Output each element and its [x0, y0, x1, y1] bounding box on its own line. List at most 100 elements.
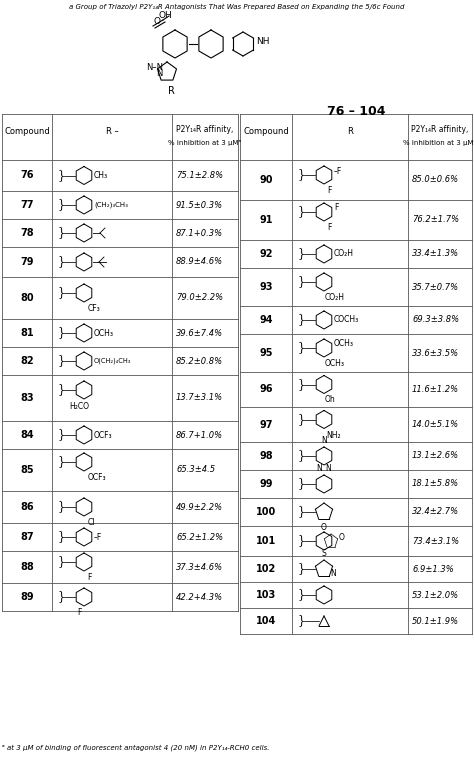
Text: }: } — [298, 206, 305, 219]
Text: OCF₃: OCF₃ — [94, 431, 113, 440]
Text: 76 – 104: 76 – 104 — [327, 105, 385, 118]
Text: 103: 103 — [256, 590, 276, 600]
Text: }: } — [58, 501, 65, 514]
Text: 76: 76 — [20, 171, 34, 181]
Text: % inhibition at 3 μMᵃ: % inhibition at 3 μMᵃ — [403, 140, 474, 146]
Text: 37.3±4.6%: 37.3±4.6% — [176, 562, 223, 572]
Text: N: N — [330, 569, 336, 578]
Text: }: } — [58, 456, 65, 469]
Text: 94: 94 — [259, 315, 273, 325]
Text: 84: 84 — [20, 430, 34, 440]
Text: 85: 85 — [20, 465, 34, 475]
Text: CF₃: CF₃ — [88, 304, 100, 313]
Text: ᵃ at 3 μM of binding of fluorescent antagonist 4 (20 nM) in P2Y₁₄-RCH0 cells.: ᵃ at 3 μM of binding of fluorescent anta… — [2, 744, 270, 751]
Text: H₂CO: H₂CO — [70, 402, 90, 411]
Text: F: F — [334, 203, 338, 213]
Text: }: } — [298, 378, 305, 391]
Text: a Group of Triazolyl P2Y₁₄R Antagonists That Was Prepared Based on Expanding the: a Group of Triazolyl P2Y₁₄R Antagonists … — [69, 4, 405, 10]
Text: }: } — [298, 478, 305, 491]
Text: 87.1+0.3%: 87.1+0.3% — [176, 229, 223, 238]
Text: OCH₃: OCH₃ — [334, 340, 354, 348]
Text: 18.1±5.8%: 18.1±5.8% — [412, 479, 459, 488]
Text: }: } — [298, 588, 305, 601]
Text: 91: 91 — [259, 215, 273, 225]
Text: 50.1±1.9%: 50.1±1.9% — [412, 616, 459, 626]
Text: R: R — [168, 86, 174, 96]
Text: }: } — [58, 198, 65, 212]
Text: 32.4±2.7%: 32.4±2.7% — [412, 507, 459, 517]
Text: OCF₃: OCF₃ — [88, 473, 106, 482]
Text: Cl: Cl — [88, 518, 95, 527]
Text: 65.2±1.2%: 65.2±1.2% — [176, 533, 223, 542]
Text: 75.1±2.8%: 75.1±2.8% — [176, 171, 223, 180]
Text: 97: 97 — [259, 420, 273, 430]
Text: 13.1±2.6%: 13.1±2.6% — [412, 452, 459, 460]
Text: P2Y₁₄R affinity,: P2Y₁₄R affinity, — [176, 124, 234, 133]
Text: F: F — [88, 573, 92, 582]
Text: F: F — [77, 608, 82, 617]
Text: 95: 95 — [259, 348, 273, 358]
Text: S: S — [322, 549, 327, 558]
Text: Compound: Compound — [4, 126, 50, 136]
Text: }: } — [58, 169, 65, 182]
Text: }: } — [298, 276, 305, 289]
Text: OH: OH — [158, 11, 172, 21]
Text: 85.2±0.8%: 85.2±0.8% — [176, 357, 223, 366]
Text: }: } — [58, 555, 65, 568]
Text: }: } — [58, 326, 65, 340]
Text: }: } — [298, 614, 305, 627]
Text: CH₃: CH₃ — [94, 171, 108, 180]
Text: }: } — [298, 341, 305, 354]
Text: 101: 101 — [256, 536, 276, 546]
Text: 79.0±2.2%: 79.0±2.2% — [176, 293, 223, 303]
Text: –F: –F — [94, 533, 102, 542]
Text: 82: 82 — [20, 356, 34, 366]
Text: N: N — [321, 436, 327, 445]
Text: 35.7±0.7%: 35.7±0.7% — [412, 283, 459, 292]
Text: 49.9±2.2%: 49.9±2.2% — [176, 502, 223, 511]
Text: CO₂H: CO₂H — [325, 293, 345, 302]
Text: 14.0±5.1%: 14.0±5.1% — [412, 420, 459, 429]
Text: 85.0±0.6%: 85.0±0.6% — [412, 175, 459, 184]
Text: 77: 77 — [20, 200, 34, 210]
Text: O(CH₂)₄CH₃: O(CH₂)₄CH₃ — [94, 357, 131, 364]
Text: 96: 96 — [259, 385, 273, 395]
Text: P2Y₁₄R affinity,: P2Y₁₄R affinity, — [411, 124, 469, 133]
Text: }: } — [58, 287, 65, 299]
Text: 100: 100 — [256, 507, 276, 517]
Text: 42.2+4.3%: 42.2+4.3% — [176, 593, 223, 601]
Text: Oh: Oh — [325, 395, 336, 405]
Text: }: } — [58, 354, 65, 367]
Text: }: } — [298, 413, 305, 426]
Text: N–N: N–N — [146, 63, 164, 72]
Text: }: } — [298, 450, 305, 463]
Text: }: } — [298, 562, 305, 575]
Text: 99: 99 — [259, 479, 273, 489]
Text: 78: 78 — [20, 228, 34, 238]
Text: 83: 83 — [20, 393, 34, 403]
Text: 73.4±3.1%: 73.4±3.1% — [412, 536, 459, 546]
Text: O: O — [321, 523, 327, 532]
Text: 11.6±1.2%: 11.6±1.2% — [412, 385, 459, 394]
Text: 33.4±1.3%: 33.4±1.3% — [412, 249, 459, 258]
Text: }: } — [58, 428, 65, 441]
Text: 92: 92 — [259, 249, 273, 259]
Text: }: } — [58, 255, 65, 268]
Text: R: R — [347, 126, 353, 136]
Text: O: O — [339, 533, 345, 542]
Text: (CH₂)₃CH₃: (CH₂)₃CH₃ — [94, 202, 128, 208]
Text: 80: 80 — [20, 293, 34, 303]
Text: O: O — [154, 18, 161, 27]
Text: }: } — [298, 248, 305, 261]
Text: 90: 90 — [259, 175, 273, 185]
Text: 13.7±3.1%: 13.7±3.1% — [176, 393, 223, 402]
Text: 33.6±3.5%: 33.6±3.5% — [412, 348, 459, 357]
Text: 102: 102 — [256, 564, 276, 574]
Text: }: } — [298, 505, 305, 518]
Text: NH: NH — [256, 37, 270, 46]
Text: 93: 93 — [259, 282, 273, 292]
Text: OCH₃: OCH₃ — [325, 359, 345, 368]
Text: 88.9±4.6%: 88.9±4.6% — [176, 258, 223, 267]
Text: 87: 87 — [20, 532, 34, 542]
Text: COCH₃: COCH₃ — [334, 315, 359, 325]
